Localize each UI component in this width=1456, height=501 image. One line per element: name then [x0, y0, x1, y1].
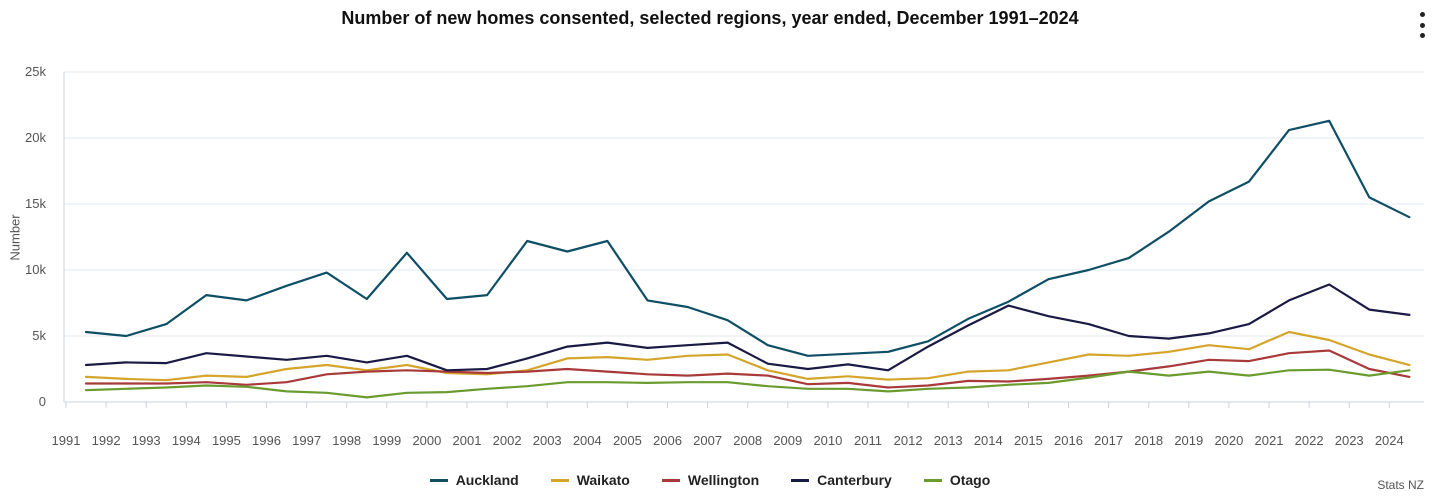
x-tick-label: 1992: [92, 433, 121, 448]
legend-item-canterbury[interactable]: Canterbury: [791, 472, 892, 488]
x-axis: 1991 1992 1993 1994 1995 1996 1997 1998 1999 2000…: [52, 402, 1404, 448]
x-tick-label: 2018: [1134, 433, 1163, 448]
y-tick-label: 15k: [25, 196, 46, 211]
x-tick-label: 2015: [1014, 433, 1043, 448]
series-line-auckland[interactable]: [84, 119, 1411, 357]
legend: Auckland Waikato Wellington Canterbury Otago: [0, 472, 1420, 488]
x-tick-label: 1996: [252, 433, 281, 448]
series-line-wellington[interactable]: [84, 349, 1411, 389]
legend-label: Wellington: [687, 472, 760, 488]
x-tick-label: 2019: [1174, 433, 1203, 448]
x-tick-label: 1991: [52, 433, 81, 448]
legend-label: Auckland: [455, 472, 519, 488]
chart-title: Number of new homes consented, selected …: [341, 8, 1079, 28]
y-tick-label: 20k: [25, 130, 46, 145]
y-tick-label: 5k: [32, 328, 46, 343]
x-tick-label: 2000: [412, 433, 441, 448]
x-tick-label: 1995: [212, 433, 241, 448]
legend-item-otago[interactable]: Otago: [923, 472, 991, 488]
x-tick-label: 2017: [1094, 433, 1123, 448]
legend-swatch: [661, 478, 680, 482]
y-tick-label: 0: [39, 394, 46, 409]
x-tick-label: 1997: [292, 433, 321, 448]
series-lines: [84, 119, 1411, 399]
series-line-waikato[interactable]: [84, 330, 1411, 382]
legend-swatch: [429, 478, 448, 482]
x-tick-label: 2012: [894, 433, 923, 448]
menu-dot: [1419, 33, 1425, 38]
x-tick-label: 1999: [372, 433, 401, 448]
series-line-canterbury[interactable]: [84, 283, 1411, 372]
legend-swatch: [923, 478, 942, 482]
x-tick-label: 2023: [1335, 433, 1364, 448]
legend-swatch: [550, 478, 569, 482]
x-tick-label: 1994: [172, 433, 201, 448]
x-tick-label: 2022: [1295, 433, 1324, 448]
legend-label: Otago: [949, 472, 991, 488]
x-tick-label: 2014: [974, 433, 1003, 448]
y-tick-label: 25k: [25, 64, 46, 79]
x-tick-label: 2002: [493, 433, 522, 448]
x-tick-label: 2021: [1255, 433, 1284, 448]
x-tick-label: 2004: [573, 433, 602, 448]
series-line-otago[interactable]: [84, 368, 1411, 399]
x-tick-label: 1993: [132, 433, 161, 448]
x-tick-label: 2024: [1375, 433, 1404, 448]
x-tick-label: 2008: [733, 433, 762, 448]
menu-dot: [1419, 22, 1425, 28]
x-tick-label: 2001: [453, 433, 482, 448]
x-tick-label: 1998: [332, 433, 361, 448]
x-tick-label: 2007: [693, 433, 722, 448]
y-axis: 0 5k 10k 15k 20k 25k: [25, 64, 46, 409]
x-tick-label: 2006: [653, 433, 682, 448]
legend-label: Waikato: [576, 472, 630, 488]
y-tick-label: 10k: [25, 262, 46, 277]
x-tick-label: 2003: [533, 433, 562, 448]
legend-swatch: [791, 478, 810, 482]
x-tick-label: 2005: [613, 433, 642, 448]
legend-item-wellington[interactable]: Wellington: [661, 472, 760, 488]
x-tick-label: 2009: [773, 433, 802, 448]
menu-dot: [1419, 12, 1425, 17]
more-vert-icon[interactable]: [1412, 12, 1432, 38]
x-tick-label: 2011: [854, 433, 882, 448]
x-tick-label: 2013: [934, 433, 963, 448]
legend-item-auckland[interactable]: Auckland: [429, 472, 519, 488]
legend-label: Canterbury: [817, 472, 892, 488]
gridlines: [63, 71, 1424, 403]
legend-item-waikato[interactable]: Waikato: [550, 472, 630, 488]
x-tick-label: 2016: [1054, 433, 1083, 448]
x-tick-label: 2010: [813, 433, 842, 448]
source-credit[interactable]: Stats NZ: [1377, 478, 1424, 492]
x-tick-label: 2020: [1214, 433, 1243, 448]
